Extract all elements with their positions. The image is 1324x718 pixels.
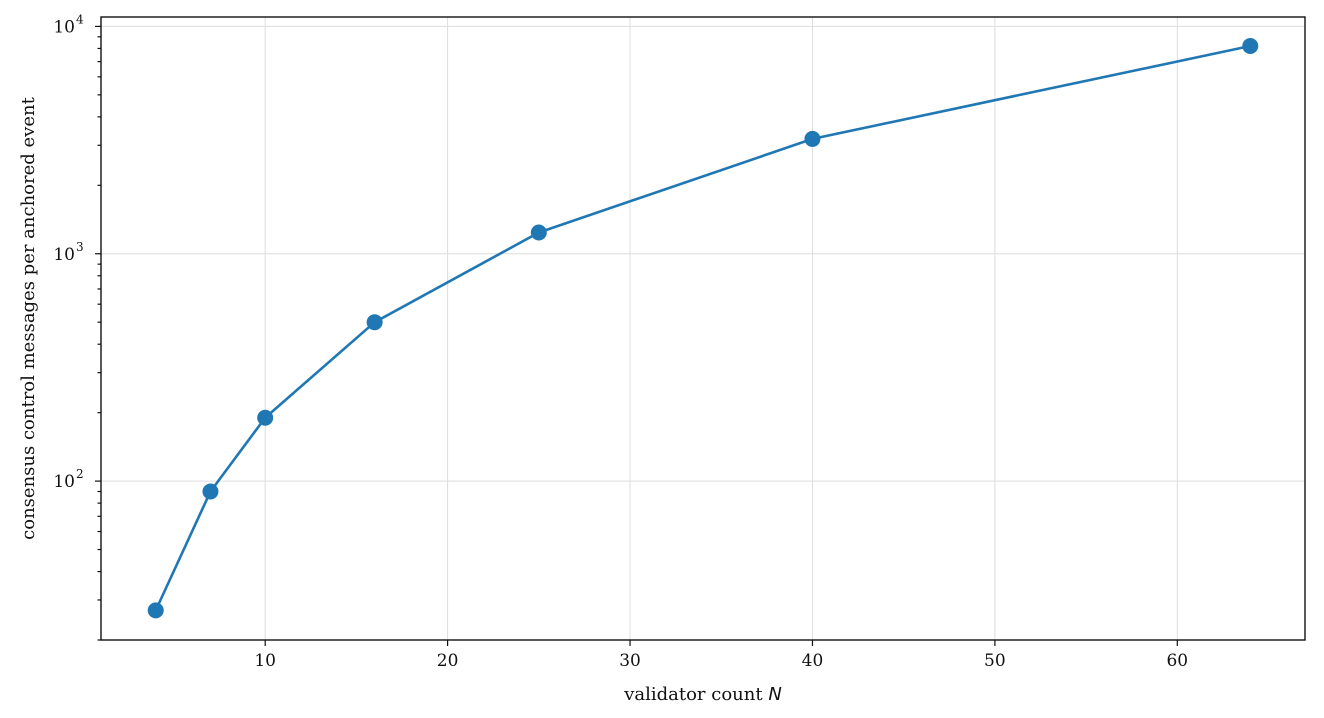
y-tick-label: 103 [53, 240, 83, 265]
data-point [202, 483, 219, 500]
x-tick-label: 30 [619, 651, 641, 671]
y-tick-exponent: 4 [76, 12, 84, 26]
grid-layer [101, 17, 1305, 640]
x-tick-label: 20 [437, 651, 459, 671]
plot-frame [100, 16, 1306, 641]
data-point [1242, 38, 1259, 55]
data-point [366, 314, 383, 331]
series-layer [147, 38, 1259, 619]
x-tick-label: 10 [254, 651, 276, 671]
y-axis-label: consensus control messages per anchored … [18, 96, 39, 539]
y-tick-exponent: 3 [76, 240, 84, 254]
x-tick-label: 40 [802, 651, 824, 671]
data-point [804, 130, 821, 147]
y-tick-label: 104 [53, 12, 84, 37]
data-point [257, 409, 274, 426]
data-point [147, 602, 164, 619]
x-tick-label: 60 [1166, 651, 1188, 671]
x-axis-label-var: N [768, 684, 781, 705]
x-tick-label: 50 [984, 651, 1006, 671]
series-line [154, 44, 1251, 611]
x-axis-label: validator count N [623, 684, 782, 705]
x-axis-label-text: validator count [623, 684, 763, 705]
y-tick-label: 102 [53, 467, 83, 492]
y-tick-exponent: 2 [76, 467, 84, 481]
data-point [530, 224, 547, 241]
tick-layer: 10 20 30 40 50 60 102 103 104 [53, 12, 1188, 671]
